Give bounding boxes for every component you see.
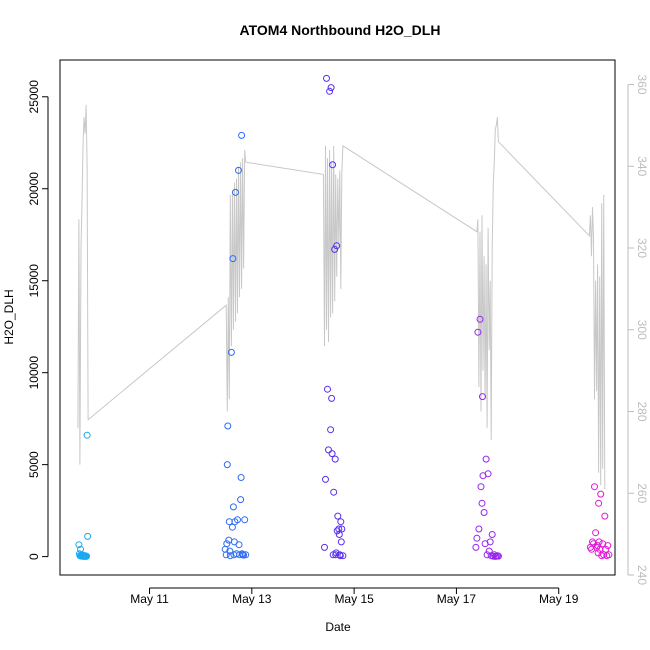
scatter-point — [601, 512, 609, 520]
scatter-point — [488, 531, 496, 538]
scatter-point — [476, 315, 484, 323]
scatter-point — [333, 527, 341, 535]
scatter-point — [478, 499, 486, 507]
scatter-point — [336, 552, 344, 560]
scatter-point — [227, 348, 235, 356]
right-tick-label: 240 — [635, 565, 649, 585]
right-tick-label: 260 — [635, 483, 649, 503]
scatter-point — [328, 394, 336, 402]
scatter-point — [327, 84, 335, 92]
scatter-point — [75, 541, 83, 549]
scatter-point — [485, 547, 493, 555]
scatter-point — [237, 496, 245, 504]
scatter-point — [597, 490, 605, 498]
scatter-point — [482, 455, 490, 463]
scatter-point — [327, 426, 335, 434]
scatter-point — [326, 87, 334, 95]
scatter-point — [226, 547, 234, 555]
scatter-point — [339, 552, 347, 560]
right-tick-label: 360 — [635, 75, 649, 95]
scatter-point — [472, 543, 480, 551]
scatter-point — [222, 551, 230, 559]
plot-frame — [59, 59, 616, 576]
right-tick-label: 300 — [635, 320, 649, 340]
scatter-point — [322, 475, 329, 483]
bottom-axis: May 11 May 13 May 15 May 17 May 19 — [130, 587, 579, 606]
right-tick-label: 340 — [635, 156, 649, 176]
right-tick-label: 280 — [635, 401, 649, 421]
scatter-point — [334, 512, 342, 520]
y-axis-label: H2O_DLH — [2, 289, 16, 344]
scatter-point — [229, 255, 237, 263]
scatter-point — [232, 188, 239, 196]
scatter-point — [479, 393, 486, 401]
scatter-point — [484, 470, 492, 478]
scatter-point — [490, 551, 498, 559]
scatter-point — [605, 551, 613, 559]
left-tick-label: 10000 — [27, 356, 41, 390]
scatter-point — [480, 509, 488, 516]
scatter-point — [328, 450, 336, 458]
scatter-point — [235, 541, 243, 549]
x-tick-label: May 17 — [437, 592, 477, 606]
left-axis: 0 5000 10000 15000 20000 25000 — [27, 80, 49, 560]
scatter-point — [226, 552, 234, 560]
scatter-point — [474, 328, 482, 336]
scatter-point — [337, 538, 345, 546]
x-axis-label: Date — [325, 620, 351, 634]
x-tick-label: May 15 — [334, 592, 374, 606]
scatter-point — [330, 488, 338, 496]
scatter-point — [84, 532, 92, 540]
left-tick-label: 0 — [27, 553, 41, 560]
scatter-point — [238, 131, 246, 139]
line-series — [77, 104, 606, 490]
left-tick-label: 20000 — [27, 172, 41, 206]
scatter-point — [333, 242, 341, 250]
scatter-point — [83, 552, 91, 560]
scatter-point — [329, 161, 337, 169]
scatter-point — [224, 422, 232, 430]
scatter-point — [337, 518, 345, 526]
scatter-point — [602, 545, 610, 553]
scatter-point — [331, 245, 339, 253]
scatter-point — [242, 551, 250, 559]
right-tick-label: 320 — [635, 238, 649, 258]
scatter-point — [338, 525, 346, 533]
right-axis: 240 260 280 300 320 340 360 — [627, 75, 649, 585]
scatter-point — [234, 516, 241, 524]
scatter-point — [595, 538, 603, 546]
scatter-point — [237, 474, 245, 481]
scatter-point — [331, 455, 339, 463]
scatter-point — [475, 525, 483, 533]
scatter-point — [83, 431, 91, 439]
scatter-point — [323, 74, 330, 82]
scatter-point — [235, 166, 242, 174]
scatter-point — [229, 503, 237, 511]
scatter-points — [75, 74, 613, 560]
scatter-point — [604, 542, 612, 550]
x-tick-label: May 13 — [232, 592, 272, 606]
left-tick-label: 15000 — [27, 264, 41, 298]
scatter-point — [241, 516, 249, 524]
chart-title: ATOM4 Northbound H2O_DLH — [240, 22, 441, 38]
scatter-point — [473, 534, 481, 542]
scatter-point — [591, 483, 598, 491]
x-tick-label: May 11 — [130, 592, 169, 606]
scatter-point — [592, 529, 600, 537]
scatter-point — [321, 543, 328, 551]
scatter-point — [477, 483, 485, 491]
scatter-point — [595, 499, 603, 507]
scatter-point — [325, 446, 332, 454]
scatter-point — [223, 461, 231, 469]
x-tick-label: May 19 — [539, 592, 579, 606]
scatter-point — [228, 523, 236, 531]
scatter-point — [335, 531, 343, 538]
scatter-point — [494, 552, 502, 560]
scatter-point — [324, 385, 331, 393]
scatter-point — [223, 540, 231, 548]
scatter-point — [486, 538, 494, 546]
left-tick-label: 25000 — [27, 80, 41, 114]
left-tick-label: 5000 — [27, 451, 41, 478]
